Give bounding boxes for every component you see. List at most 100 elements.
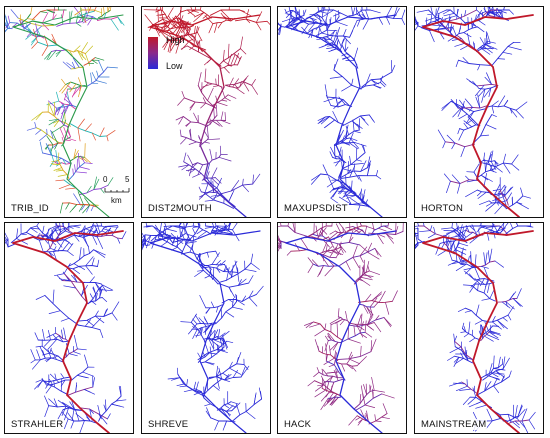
sub-tributary	[240, 366, 246, 378]
sub-tributary	[502, 356, 506, 370]
sub-tributary	[77, 118, 85, 129]
sub-tributary	[54, 225, 61, 229]
sub-tributary	[63, 127, 69, 139]
sub-tributary	[193, 12, 205, 18]
sub-tributary	[77, 50, 83, 61]
sub-tributary	[244, 268, 257, 272]
sub-tributary	[185, 241, 197, 244]
sub-tributary	[308, 28, 314, 39]
sub-tributary	[215, 225, 229, 232]
sub-tributary	[100, 188, 105, 194]
sub-tributary	[463, 333, 469, 338]
sub-tributary	[474, 9, 482, 22]
sub-tributary	[103, 308, 109, 317]
sub-tributary	[326, 371, 340, 374]
sub-tributary	[99, 286, 102, 299]
sub-tributary	[484, 382, 487, 392]
sub-tributary	[97, 404, 101, 418]
sub-tributary	[325, 245, 328, 252]
sub-tributary	[454, 42, 466, 47]
tributary	[284, 15, 305, 28]
sub-tributary	[52, 289, 55, 304]
sub-tributary	[214, 420, 219, 431]
sub-tributary	[491, 100, 499, 107]
sub-tributary	[35, 23, 39, 36]
sub-tributary	[461, 226, 464, 237]
sub-tributary	[5, 27, 9, 32]
tributary	[179, 36, 207, 51]
tributary	[62, 202, 98, 208]
sub-tributary	[70, 420, 75, 429]
sub-tributary	[336, 39, 339, 48]
sub-tributary	[338, 96, 346, 105]
sub-tributary	[489, 248, 493, 263]
tributary	[205, 176, 236, 208]
sub-tributary	[80, 8, 84, 22]
tributary	[225, 81, 253, 86]
sub-tributary	[107, 177, 114, 186]
sub-tributary	[307, 257, 314, 265]
sub-tributary	[381, 393, 395, 399]
tributary	[67, 418, 96, 424]
sub-tributary	[204, 226, 215, 229]
sub-tributary	[161, 31, 174, 39]
sub-tributary	[215, 223, 217, 227]
sub-tributary	[326, 179, 338, 188]
sub-tributary	[379, 78, 387, 86]
sub-tributary	[311, 259, 319, 267]
sub-tributary	[235, 299, 245, 306]
sub-tributary	[39, 346, 46, 359]
sub-tributary	[94, 315, 105, 324]
tributary	[204, 192, 234, 209]
river-network	[5, 223, 127, 433]
sub-tributary	[319, 27, 322, 34]
sub-tributary	[49, 228, 57, 238]
sub-tributary	[233, 53, 241, 59]
sub-tributary	[515, 101, 528, 111]
sub-tributary	[323, 397, 334, 407]
sub-tributary	[61, 102, 66, 108]
sub-tributary	[84, 7, 88, 16]
sub-tributary	[385, 233, 395, 244]
sub-tributary	[469, 254, 473, 268]
sub-tributary	[91, 234, 98, 245]
sub-tributary	[335, 97, 339, 108]
sub-tributary	[30, 359, 36, 364]
sub-tributary	[38, 239, 44, 252]
sub-tributary	[216, 177, 222, 189]
sub-tributary	[190, 313, 197, 323]
sub-tributary	[207, 352, 218, 355]
sub-tributary	[223, 224, 227, 231]
legend-gradient-bar	[148, 37, 158, 69]
tributary	[46, 231, 62, 252]
sub-tributary	[34, 122, 37, 129]
sub-tributary	[338, 146, 342, 158]
sub-tributary	[71, 225, 80, 228]
sub-tributary	[281, 17, 295, 23]
sub-tributary	[435, 7, 440, 18]
sub-tributary	[187, 9, 197, 14]
sub-tributary	[68, 353, 78, 357]
tributary	[334, 230, 350, 234]
sub-tributary	[211, 252, 220, 265]
sub-tributary	[199, 7, 202, 11]
sub-tributary	[48, 310, 61, 314]
sub-tributary	[194, 7, 197, 11]
main-stem-segment	[203, 178, 219, 194]
sub-tributary	[354, 142, 367, 147]
sub-tributary	[197, 223, 199, 228]
sub-tributary	[255, 11, 263, 23]
tributary	[346, 225, 366, 232]
main-stem-segment	[233, 206, 247, 217]
sub-tributary	[365, 412, 369, 422]
sub-tributary	[91, 72, 97, 81]
sub-tributary	[357, 204, 361, 211]
sub-tributary	[469, 337, 476, 343]
sub-tributary	[441, 100, 452, 109]
sub-tributary	[59, 127, 66, 141]
main-stem-segment	[199, 124, 207, 146]
sub-tributary	[175, 237, 184, 244]
sub-tributary	[497, 9, 502, 15]
sub-tributary	[5, 232, 9, 240]
sub-tributary	[77, 50, 87, 60]
